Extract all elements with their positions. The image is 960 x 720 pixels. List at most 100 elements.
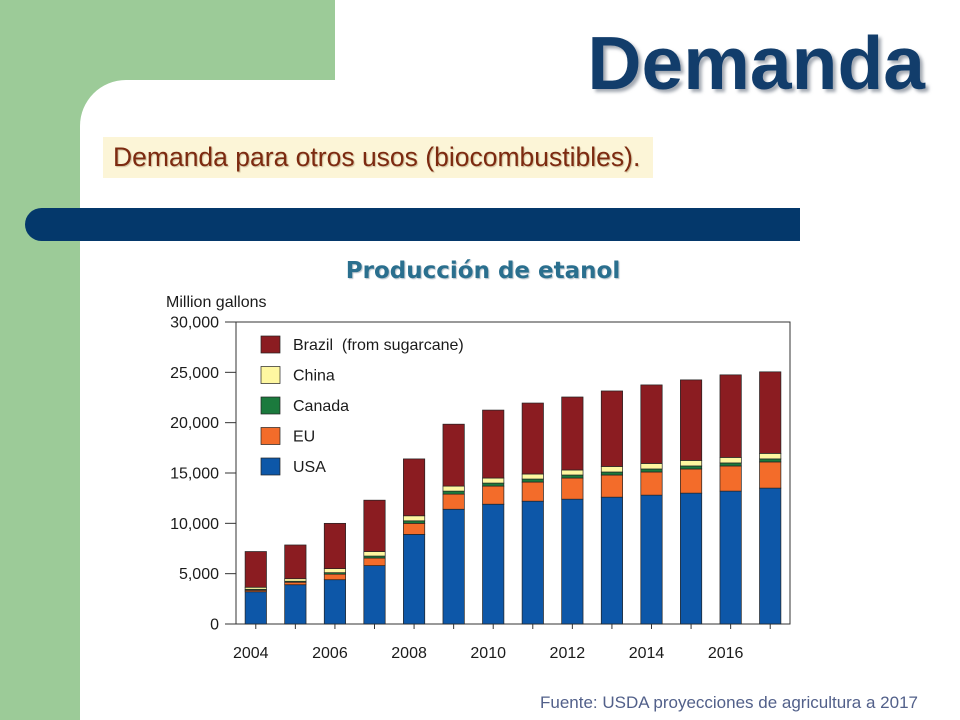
bar-china-2013 xyxy=(600,466,623,473)
y-tick-label: 15,000 xyxy=(170,466,219,483)
bar-brazil-from-sugarcane-2004 xyxy=(244,551,267,588)
bar-usa-2011 xyxy=(521,500,544,625)
legend-swatch-china xyxy=(260,366,281,384)
bar-brazil-from-sugarcane-2007 xyxy=(363,499,386,552)
legend-label-china: China xyxy=(293,368,335,385)
bar-canada-2009 xyxy=(442,490,465,495)
legend-label-canada: Canada xyxy=(293,398,349,415)
bar-canada-2012 xyxy=(561,474,584,479)
legend-label-eu: EU xyxy=(293,429,315,446)
y-tick-label: 0 xyxy=(210,617,219,634)
bar-canada-2015 xyxy=(680,465,703,470)
bar-stack-2008 xyxy=(403,458,426,625)
bar-brazil-from-sugarcane-2011 xyxy=(521,402,544,475)
x-tick-label: 2016 xyxy=(708,645,744,662)
legend-label-usa: USA xyxy=(293,459,326,476)
legend-item-canada: Canada xyxy=(260,396,349,415)
bar-eu-2009 xyxy=(442,493,465,510)
bar-brazil-from-sugarcane-2016 xyxy=(719,374,742,458)
bar-brazil-from-sugarcane-2013 xyxy=(600,390,623,467)
y-tick-label: 20,000 xyxy=(170,415,219,432)
bar-usa-2017 xyxy=(759,487,782,625)
subtitle-box: Demanda para otros usos (biocombustibles… xyxy=(103,137,653,178)
bar-usa-2004 xyxy=(244,591,267,625)
bar-usa-2007 xyxy=(363,565,386,625)
bar-brazil-from-sugarcane-2006 xyxy=(323,522,346,569)
ethanol-production-chart: Million gallons 0 5,000 10,000 15,000 20,000 2… xyxy=(166,294,791,662)
chart-title: Producción de etanol xyxy=(345,258,621,284)
bar-usa-2008 xyxy=(403,534,426,625)
x-axis: 2004 2006 2008 2010 2012 2014 2016 xyxy=(233,624,771,662)
legend-swatch-canada xyxy=(260,396,281,415)
bar-usa-2015 xyxy=(680,492,703,625)
bar-china-2016 xyxy=(719,457,742,464)
slide-title: Demanda xyxy=(587,21,925,105)
bar-stack-2005 xyxy=(284,544,307,625)
bar-eu-2010 xyxy=(482,485,505,505)
x-tick-label: 2014 xyxy=(629,645,665,662)
bar-eu-2005 xyxy=(284,581,307,586)
bar-brazil-from-sugarcane-2012 xyxy=(561,396,584,471)
bars xyxy=(244,371,782,625)
bar-brazil-from-sugarcane-2008 xyxy=(403,458,426,517)
subtitle-text: Demanda para otros usos (biocombustibles… xyxy=(113,142,641,172)
bar-china-2015 xyxy=(680,460,703,467)
x-tick-label: 2006 xyxy=(312,645,348,662)
bar-usa-2005 xyxy=(284,584,307,625)
bar-stack-2010 xyxy=(482,409,505,625)
bar-stack-2017 xyxy=(759,371,782,625)
bar-usa-2010 xyxy=(482,503,505,625)
x-tick-label: 2010 xyxy=(470,645,506,662)
bar-stack-2012 xyxy=(561,396,584,625)
bar-eu-2014 xyxy=(640,471,663,496)
legend-item-eu: EU xyxy=(260,427,315,446)
content-panel xyxy=(80,80,960,720)
y-axis-label: Million gallons xyxy=(166,294,267,311)
bar-china-2010 xyxy=(482,477,505,484)
bar-stack-2007 xyxy=(363,499,386,625)
bar-usa-2013 xyxy=(600,496,623,625)
bar-canada-2017 xyxy=(759,458,782,463)
bar-brazil-from-sugarcane-2005 xyxy=(284,544,307,580)
bar-canada-2010 xyxy=(482,482,505,487)
bar-stack-2006 xyxy=(323,522,346,625)
x-tick-label: 2012 xyxy=(550,645,586,662)
y-tick-label: 10,000 xyxy=(170,516,219,533)
bar-stack-2015 xyxy=(680,379,703,625)
bar-china-2011 xyxy=(521,473,544,480)
x-tick-label: 2008 xyxy=(391,645,427,662)
bar-eu-2015 xyxy=(680,468,703,494)
legend-item-brazil-from-sugarcane: Brazil (from sugarcane) xyxy=(260,335,464,354)
bar-canada-2016 xyxy=(719,462,742,467)
bar-china-2005 xyxy=(284,578,307,582)
legend-item-china: China xyxy=(260,366,335,385)
bar-eu-2008 xyxy=(403,522,426,535)
bar-brazil-from-sugarcane-2009 xyxy=(442,423,465,487)
bar-stack-2011 xyxy=(521,402,544,625)
bar-usa-2014 xyxy=(640,494,663,625)
bar-stack-2009 xyxy=(442,423,465,625)
bar-brazil-from-sugarcane-2015 xyxy=(680,379,703,461)
bar-brazil-from-sugarcane-2017 xyxy=(759,371,782,454)
bar-eu-2017 xyxy=(759,461,782,489)
bar-china-2007 xyxy=(363,551,386,557)
bar-brazil-from-sugarcane-2014 xyxy=(640,384,663,464)
bar-canada-2011 xyxy=(521,478,544,483)
bar-usa-2009 xyxy=(442,508,465,625)
x-tick-label: 2004 xyxy=(233,645,269,662)
y-axis: 0 5,000 10,000 15,000 20,000 25,000 30,000 xyxy=(170,315,236,634)
bar-eu-2013 xyxy=(600,474,623,498)
bar-china-2012 xyxy=(561,469,584,476)
legend: Brazil (from sugarcane) China Canada EU USA xyxy=(260,335,464,476)
bar-canada-2008 xyxy=(403,520,426,524)
bar-canada-2014 xyxy=(640,468,663,473)
bar-china-2008 xyxy=(403,515,426,522)
bar-usa-2012 xyxy=(561,498,584,625)
y-tick-label: 25,000 xyxy=(170,365,219,382)
legend-label-brazil-from-sugarcane: Brazil (from sugarcane) xyxy=(293,337,464,354)
bar-usa-2006 xyxy=(323,579,346,625)
bar-canada-2013 xyxy=(600,471,623,476)
bar-usa-2016 xyxy=(719,490,742,625)
bar-china-2017 xyxy=(759,453,782,460)
bar-stack-2004 xyxy=(244,551,267,625)
